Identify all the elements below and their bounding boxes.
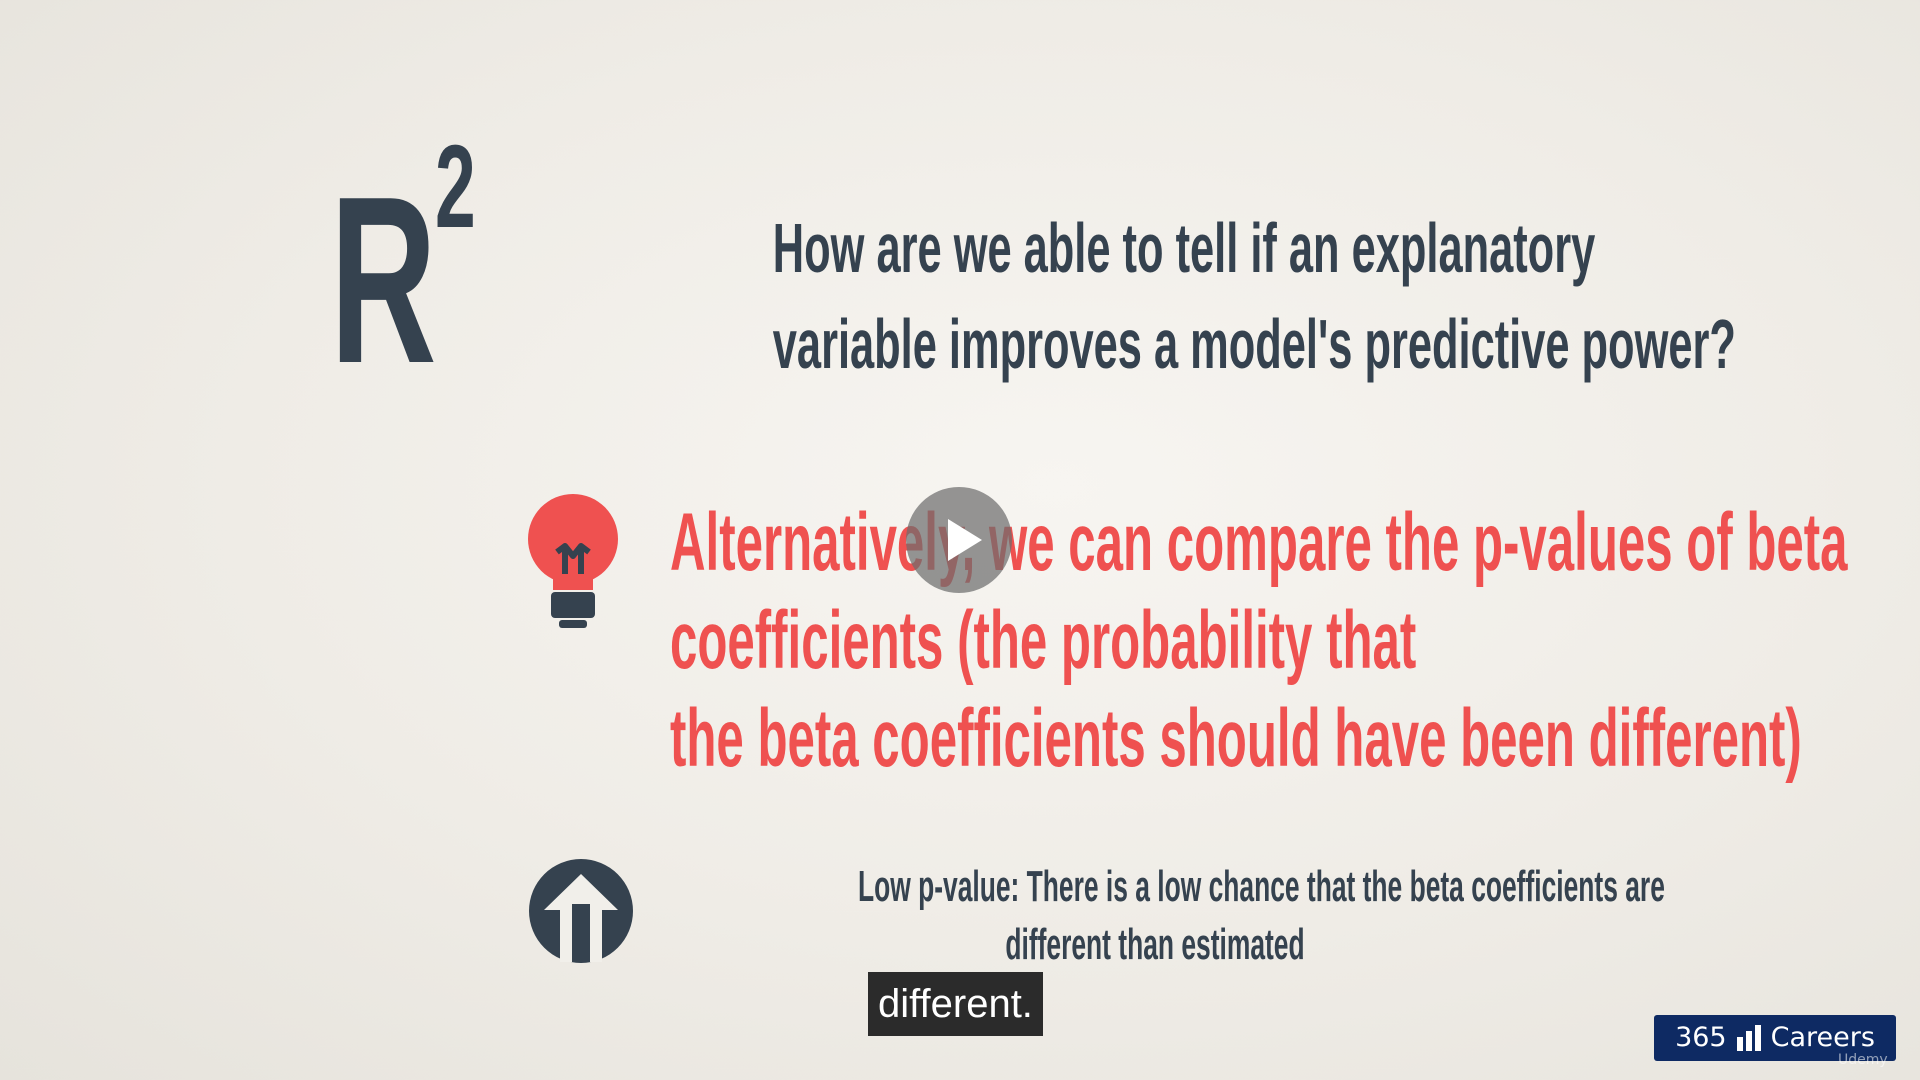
note-line: different than estimated [1005,920,1305,969]
r-squared-symbol: R [330,148,437,413]
bar-chart-icon [1736,1025,1761,1051]
brand-name: Careers [1770,1022,1875,1053]
question-line: variable improves a model's predictive p… [772,305,1736,383]
brand-logo: 365 Careers [1654,1015,1896,1061]
lightbulb-icon [528,494,618,628]
brand-number: 365 [1675,1022,1727,1053]
statement-line: Alternatively, we can compare the p-valu… [670,497,1848,588]
r-squared-exponent: 2 [435,121,476,253]
slide-statement: Alternatively, we can compare the p-valu… [670,494,1920,788]
note-line: Low p-value: There is a low chance that … [858,862,1665,911]
question-line: How are we able to tell if an explanator… [772,209,1596,287]
udemy-watermark: Udemy [1838,1052,1888,1068]
low-p-value-note: Low p-value: There is a low chance that … [660,858,1665,974]
slide-question: How are we able to tell if an explanator… [560,200,1736,392]
play-button[interactable] [906,487,1012,593]
up-arrow-icon [529,859,633,963]
statement-line: the beta coefficients should have been d… [670,693,1802,784]
statement-line: coefficients (the probability that [670,595,1417,686]
play-icon [948,519,982,561]
subtitle-caption: different. [868,972,1043,1036]
